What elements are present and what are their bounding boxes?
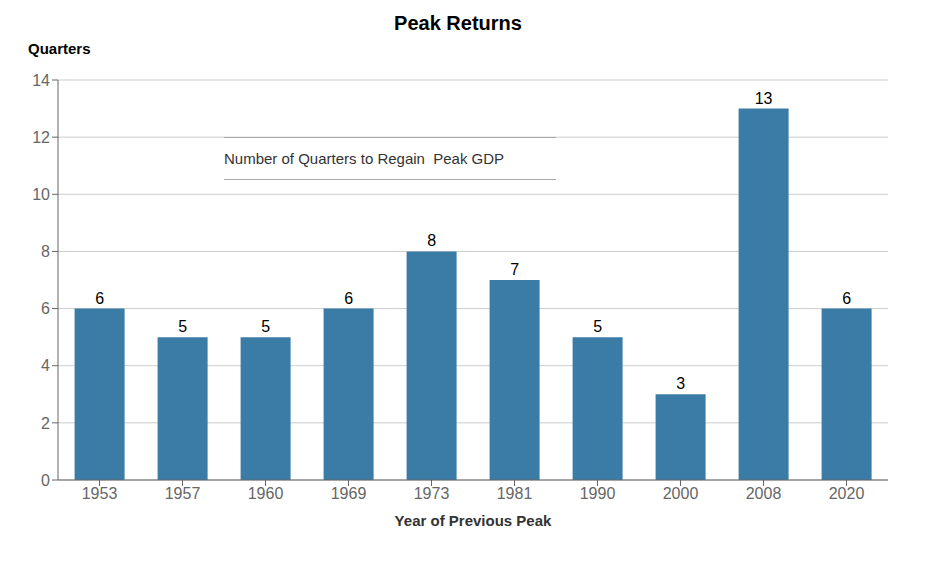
html-text:Quarters: Quarters [28, 40, 91, 57]
svg-text:1969: 1969 [331, 485, 367, 502]
svg-text:8: 8 [427, 232, 436, 249]
svg-text:7: 7 [510, 261, 519, 278]
svg-text:5: 5 [593, 318, 602, 335]
svg-text:8: 8 [41, 243, 50, 260]
svg-text:0: 0 [41, 472, 50, 489]
svg-text:1973: 1973 [414, 485, 450, 502]
svg-text:6: 6 [344, 290, 353, 307]
svg-text:1990: 1990 [580, 485, 616, 502]
html-text:Number of Quarters to Regain P: Number of Quarters to Regain Peak GDP [224, 150, 505, 168]
svg-text:2008: 2008 [746, 485, 782, 502]
svg-text:12: 12 [32, 129, 50, 146]
svg-text:Year of Previous Peak: Year of Previous Peak [395, 512, 552, 529]
svg-text:6: 6 [95, 290, 104, 307]
html-text:Peak Returns: Peak Returns [394, 12, 522, 34]
svg-text:2: 2 [41, 415, 50, 432]
svg-text:3: 3 [676, 375, 685, 392]
svg-text:10: 10 [32, 186, 50, 203]
svg-text:5: 5 [261, 318, 270, 335]
svg-text:14: 14 [32, 72, 50, 89]
svg-text:1981: 1981 [497, 485, 533, 502]
svg-text:1960: 1960 [248, 485, 284, 502]
svg-text:1953: 1953 [82, 485, 118, 502]
svg-text:4: 4 [41, 357, 50, 374]
svg-text:5: 5 [178, 318, 187, 335]
svg-text:2020: 2020 [829, 485, 865, 502]
svg-text:2000: 2000 [663, 485, 699, 502]
svg-text:6: 6 [842, 290, 851, 307]
svg-text:6: 6 [41, 300, 50, 317]
svg-text:1957: 1957 [165, 485, 201, 502]
svg-text:13: 13 [755, 90, 773, 107]
